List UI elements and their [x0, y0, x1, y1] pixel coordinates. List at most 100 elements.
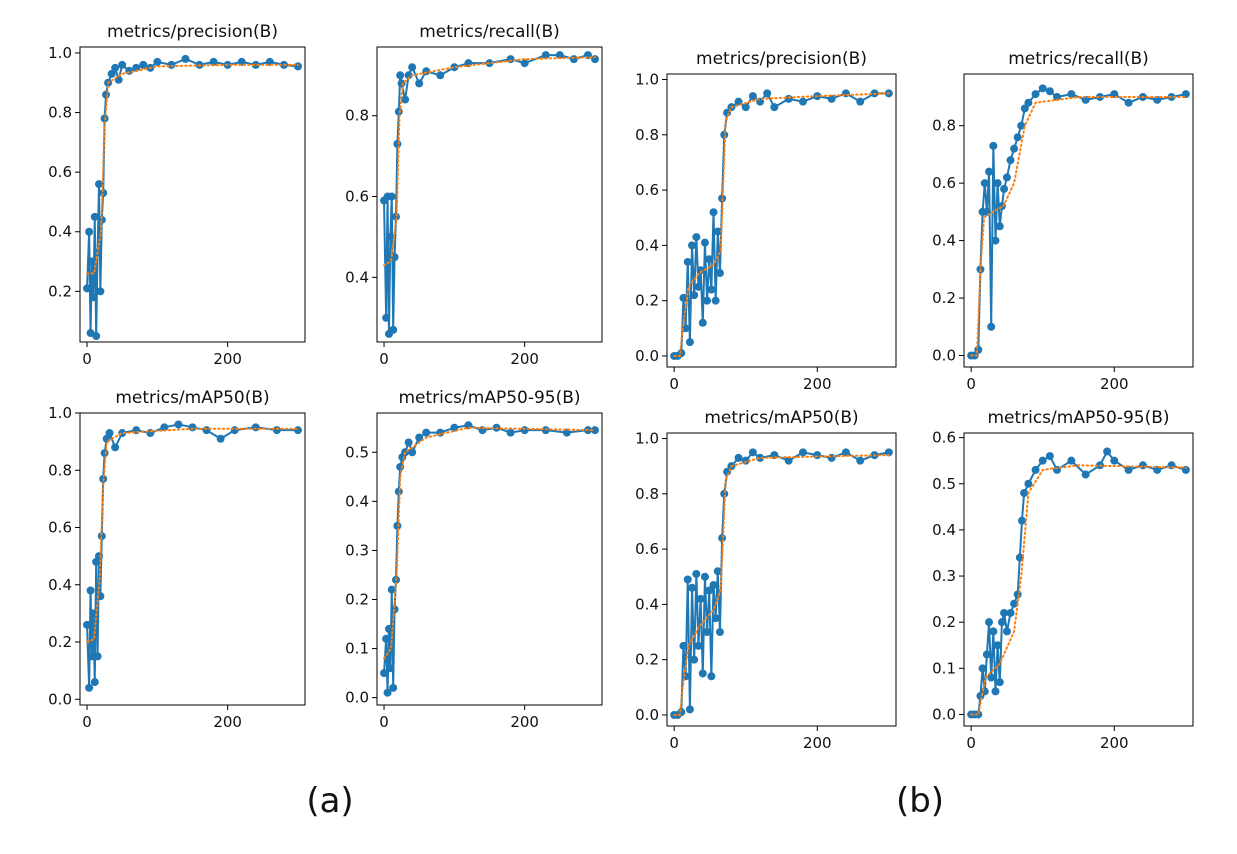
y-tick-label: 0.8: [48, 461, 72, 479]
data-point: [696, 594, 705, 603]
data-point: [396, 71, 405, 80]
series-line-results: [971, 450, 1187, 716]
data-point: [991, 687, 1000, 696]
data-point: [181, 54, 190, 63]
data-point: [692, 233, 701, 242]
data-point: [485, 59, 494, 68]
data-point: [293, 426, 302, 435]
data-point: [1017, 121, 1026, 130]
y-tick-label: 1.0: [48, 404, 72, 422]
data-point: [1038, 456, 1047, 465]
data-point: [991, 236, 1000, 245]
data-point: [389, 683, 398, 692]
y-tick-label: 1.0: [635, 71, 659, 89]
data-point: [209, 57, 218, 66]
y-tick-label: 1.0: [635, 430, 659, 448]
data-point: [450, 63, 459, 72]
data-point: [393, 521, 402, 530]
data-point: [770, 103, 779, 112]
data-point: [415, 433, 424, 442]
chart-title: metrics/precision(B): [696, 49, 867, 69]
data-point: [685, 705, 694, 714]
y-tick-label: 0.2: [932, 613, 956, 631]
data-point: [1045, 452, 1054, 461]
plot-frame: [79, 46, 306, 343]
data-point: [96, 287, 105, 296]
data-point: [397, 79, 406, 88]
chart-title: metrics/mAP50-95(B): [398, 388, 580, 408]
series-line-results: [674, 451, 890, 716]
chart-title: metrics/mAP50(B): [115, 388, 269, 408]
data-point: [387, 192, 396, 201]
data-point: [841, 448, 850, 457]
data-point: [1020, 488, 1029, 497]
y-tick-label: 0.6: [635, 181, 659, 199]
y-tick-label: 0.0: [345, 689, 369, 707]
data-point: [679, 641, 688, 650]
data-point: [720, 130, 729, 139]
data-point: [569, 55, 578, 64]
data-point: [404, 71, 413, 80]
plot-frame: [376, 412, 603, 706]
data-point: [94, 180, 103, 189]
data-point: [1006, 608, 1015, 617]
data-point: [520, 59, 529, 68]
data-point: [384, 624, 393, 633]
panel-label-a: (a): [306, 781, 353, 821]
y-tick-label: 0.3: [345, 541, 369, 559]
data-point: [1067, 90, 1076, 99]
y-tick-label: 0.4: [932, 232, 956, 250]
x-tick-label: 0: [966, 375, 976, 393]
data-point: [92, 332, 101, 341]
x-tick-label: 0: [82, 713, 92, 731]
data-point: [394, 487, 403, 496]
data-point: [711, 296, 720, 305]
chart-title: metrics/recall(B): [1008, 49, 1149, 69]
data-point: [94, 552, 103, 561]
series-line-results: [86, 57, 299, 338]
data-point: [89, 293, 98, 302]
data-point: [709, 581, 718, 590]
charts-container: metrics/precision(B) 0.2 0.4 0.6 0.8 1.0 0 200 m…: [48, 22, 1194, 752]
y-tick-label: 0.1: [932, 659, 956, 677]
data-point: [1024, 479, 1033, 488]
data-point: [705, 255, 714, 264]
data-point: [251, 423, 260, 432]
data-point: [83, 284, 92, 293]
data-point: [1013, 133, 1022, 142]
data-point: [688, 583, 697, 592]
y-tick-label: 1.0: [48, 44, 72, 62]
data-point: [1002, 627, 1011, 636]
data-point: [707, 672, 716, 681]
data-point: [813, 451, 822, 460]
data-point: [394, 107, 403, 116]
series-line-smooth: [383, 56, 596, 267]
y-tick-label: 0.0: [635, 706, 659, 724]
data-point: [202, 426, 211, 435]
data-point: [985, 618, 994, 627]
data-point: [827, 453, 836, 462]
y-tick-label: 0.0: [635, 347, 659, 365]
data-point: [506, 55, 515, 64]
data-point: [798, 448, 807, 457]
y-tick-label: 0.4: [635, 595, 659, 613]
data-point: [401, 95, 410, 104]
data-point: [694, 282, 703, 291]
data-point: [93, 652, 102, 661]
x-tick-label: 0: [379, 713, 389, 731]
data-point: [1124, 465, 1133, 474]
chart-title: metrics/recall(B): [419, 22, 560, 42]
data-point: [520, 426, 529, 435]
data-point: [982, 650, 991, 659]
data-point: [1013, 590, 1022, 599]
data-point: [688, 241, 697, 250]
series-line-smooth: [970, 95, 1187, 357]
data-point: [1095, 92, 1104, 101]
data-point: [841, 89, 850, 98]
data-point: [690, 655, 699, 664]
data-point: [383, 688, 392, 697]
y-tick-label: 0.2: [635, 651, 659, 669]
x-tick-label: 200: [803, 375, 832, 393]
data-point: [713, 227, 722, 236]
data-point: [541, 51, 550, 60]
